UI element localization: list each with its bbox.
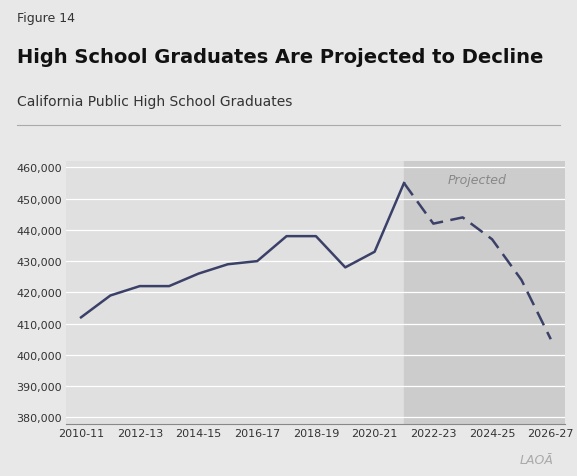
Text: LAOĀ: LAOĀ <box>520 454 554 466</box>
Bar <box>404 162 565 424</box>
Text: California Public High School Graduates: California Public High School Graduates <box>17 95 293 109</box>
Text: Projected: Projected <box>448 174 507 187</box>
Text: Figure 14: Figure 14 <box>17 12 76 25</box>
Text: High School Graduates Are Projected to Decline: High School Graduates Are Projected to D… <box>17 48 544 67</box>
